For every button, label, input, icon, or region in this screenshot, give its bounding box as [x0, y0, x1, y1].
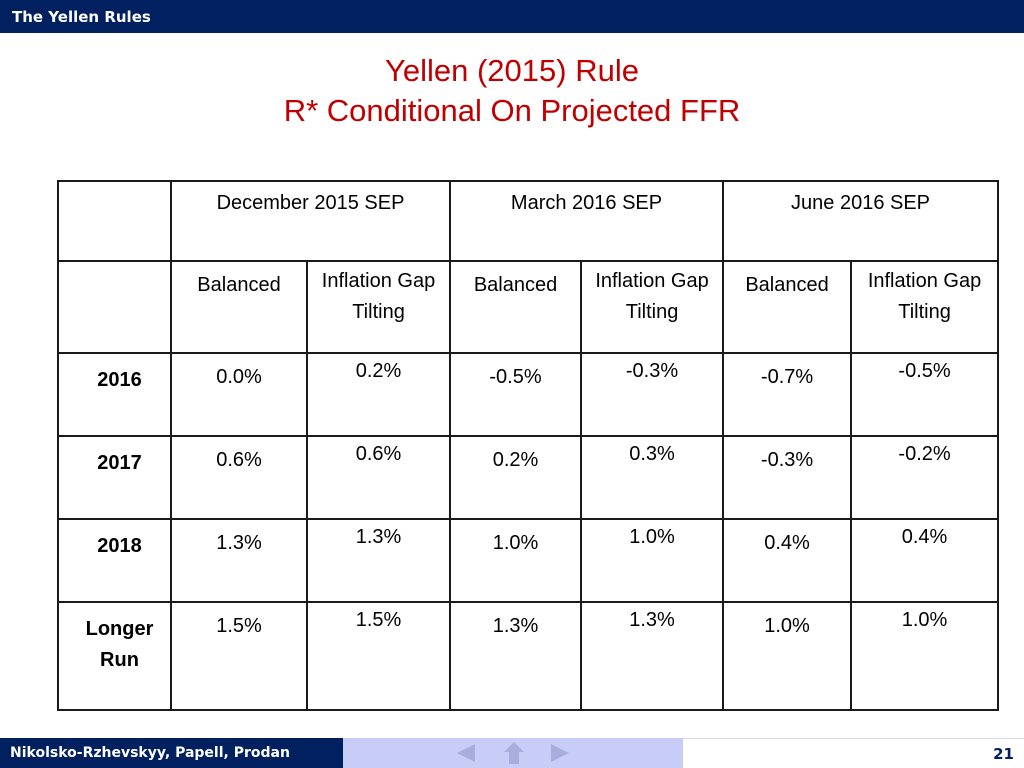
group-header-row: December 2015 SEP March 2016 SEP June 20…: [57, 180, 1000, 262]
corner-cell: [57, 180, 172, 262]
footer-nav: [343, 738, 683, 768]
footer-authors: Nikolsko-Rzhevskyy, Papell, Prodan: [10, 745, 290, 761]
table-cell: 1.5%: [305, 601, 452, 711]
column-group-header: March 2016 SEP: [449, 180, 725, 262]
sub-header-tilting-line2: Tilting: [352, 301, 405, 323]
results-table: December 2015 SEP March 2016 SEP June 20…: [57, 180, 1000, 711]
table-cell: -0.3%: [580, 352, 725, 437]
sub-header-balanced: Balanced: [449, 260, 583, 354]
prev-arrow-icon[interactable]: [454, 742, 478, 764]
table-cell: 0.0%: [170, 352, 308, 437]
row-label: 2017: [57, 435, 172, 520]
table-cell: 1.0%: [580, 518, 725, 603]
sub-header-balanced: Balanced: [170, 260, 308, 354]
table-cell: 1.0%: [722, 601, 853, 711]
table-cell: 1.3%: [449, 601, 583, 711]
table-row: Longer Run 1.5% 1.5% 1.3% 1.3% 1.0% 1.0%: [57, 601, 1000, 711]
column-group-header: December 2015 SEP: [169, 180, 452, 262]
table-cell: 1.3%: [580, 601, 725, 711]
corner-cell: [57, 260, 172, 354]
table-row: 2016 0.0% 0.2% -0.5% -0.3% -0.7% -0.5%: [57, 352, 1000, 437]
sub-header-tilting-line1: Inflation Gap: [867, 270, 982, 292]
table-cell: 1.3%: [170, 518, 308, 603]
table-cell: 0.3%: [580, 435, 725, 520]
table-cell: 0.6%: [305, 435, 452, 520]
row-label: Longer Run: [57, 601, 172, 711]
sub-header-tilting: Inflation Gap Tilting: [305, 260, 452, 354]
table-cell: -0.5%: [850, 352, 1000, 437]
table-cell: 0.4%: [850, 518, 1000, 603]
page-number: 21: [993, 745, 1014, 763]
header-bar: The Yellen Rules: [0, 0, 1024, 33]
sub-header-tilting: Inflation Gap Tilting: [580, 260, 725, 354]
home-icon[interactable]: [502, 742, 526, 764]
sub-header-tilting-line1: Inflation Gap: [595, 270, 709, 292]
next-arrow-icon[interactable]: [548, 742, 572, 764]
slide-subtitle: R* Conditional On Projected FFR: [283, 93, 741, 128]
table-cell: 0.2%: [305, 352, 452, 437]
sub-header-row: Balanced Inflation Gap Tilting Balanced I…: [57, 260, 1000, 354]
table-cell: 1.0%: [449, 518, 583, 603]
table-cell: 1.5%: [170, 601, 308, 711]
table-row: 2018 1.3% 1.3% 1.0% 1.0% 0.4% 0.4%: [57, 518, 1000, 603]
footer-bar: Nikolsko-Rzhevskyy, Papell, Prodan 21: [0, 738, 1024, 768]
table-cell: -0.3%: [722, 435, 853, 520]
row-label-line2: Run: [100, 649, 139, 671]
sub-header-tilting-line2: Tilting: [898, 301, 951, 323]
table-cell: -0.2%: [850, 435, 1000, 520]
sub-header-tilting-line1: Inflation Gap: [321, 270, 436, 292]
sub-header-tilting: Inflation Gap Tilting: [850, 260, 1000, 354]
row-label: 2018: [57, 518, 172, 603]
row-label-line1: Longer: [85, 618, 154, 640]
table-row: 2017 0.6% 0.6% 0.2% 0.3% -0.3% -0.2%: [57, 435, 1000, 520]
row-label: 2016: [57, 352, 172, 437]
footer-page-block: 21: [683, 738, 1024, 768]
section-title: The Yellen Rules: [12, 8, 151, 26]
table-cell: 0.6%: [170, 435, 308, 520]
table-cell: -0.5%: [449, 352, 583, 437]
column-group-header: June 2016 SEP: [722, 180, 1000, 262]
table-cell: 1.0%: [850, 601, 1000, 711]
table-cell: 0.2%: [449, 435, 583, 520]
table-cell: 1.3%: [305, 518, 452, 603]
table-cell: -0.7%: [722, 352, 853, 437]
slide-title: Yellen (2015) Rule: [385, 53, 639, 88]
sub-header-balanced: Balanced: [722, 260, 853, 354]
table-cell: 0.4%: [722, 518, 853, 603]
footer-authors-block: Nikolsko-Rzhevskyy, Papell, Prodan: [0, 738, 343, 768]
sub-header-tilting-line2: Tilting: [625, 301, 679, 323]
